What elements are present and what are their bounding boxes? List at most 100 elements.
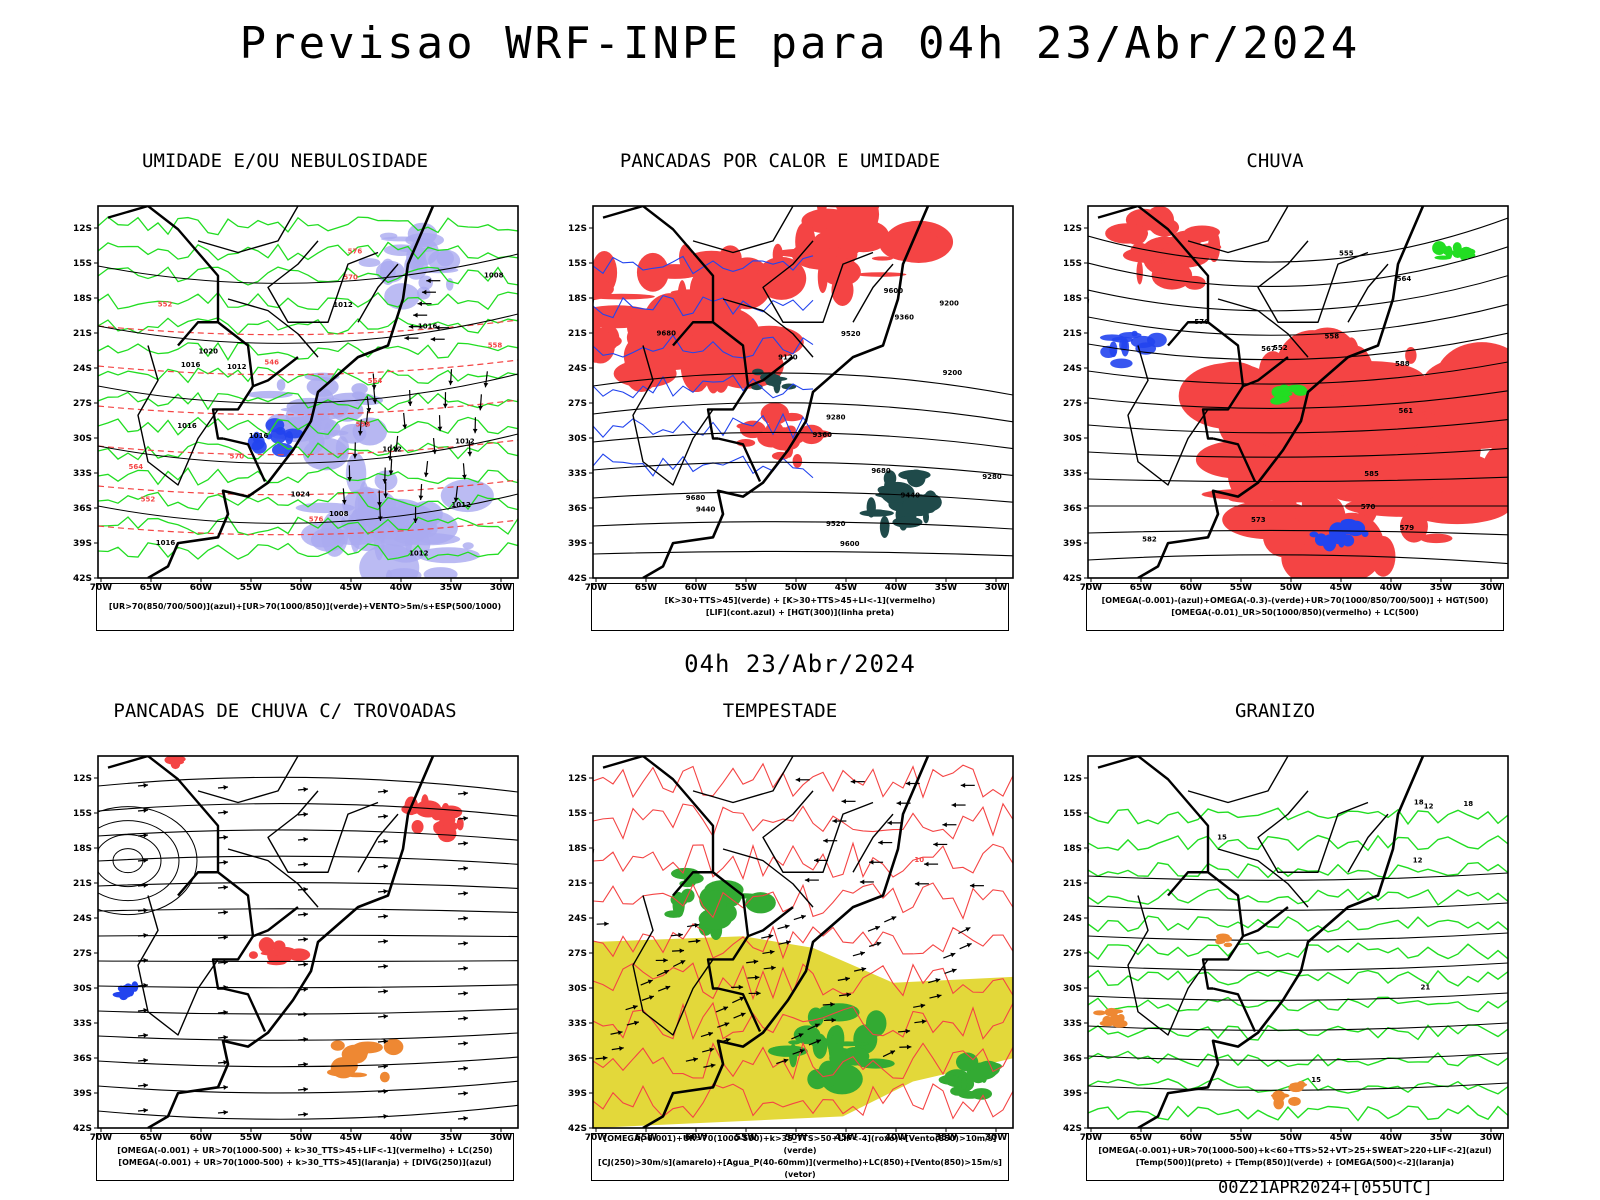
arrow-head bbox=[832, 818, 837, 824]
lat-tick-label: 18S bbox=[1063, 844, 1082, 854]
contour-line bbox=[593, 431, 1013, 450]
contour-line bbox=[593, 372, 1013, 396]
contour-line bbox=[593, 882, 1013, 920]
border-line bbox=[642, 756, 930, 1128]
arrow-head bbox=[969, 883, 975, 889]
lon-tick-label: 45W bbox=[835, 1133, 858, 1143]
map-content: 9680 9680 9680 9600 9520 9440 9360 9280 9200 9120… bbox=[593, 206, 1013, 578]
lon-tick-label: 70W bbox=[1080, 1133, 1103, 1143]
border-line bbox=[1201, 935, 1245, 990]
contour-line bbox=[1088, 390, 1508, 409]
arrow-head bbox=[906, 1044, 912, 1050]
field-patch bbox=[1117, 1013, 1125, 1023]
contour-line bbox=[1088, 932, 1508, 941]
lon-tick-label: 65W bbox=[140, 583, 163, 593]
contour-label: 1012 bbox=[455, 437, 475, 445]
contour-line bbox=[1088, 834, 1508, 852]
field-patch bbox=[270, 428, 287, 444]
lat-tick-label: 30S bbox=[568, 434, 587, 444]
field-patch bbox=[1164, 235, 1203, 246]
arrow-head bbox=[905, 1028, 911, 1034]
border-line bbox=[1257, 240, 1369, 323]
field-patch bbox=[1307, 393, 1429, 459]
lon-tick-label: 65W bbox=[635, 583, 658, 593]
lat-tick-label: 21S bbox=[568, 879, 587, 889]
contour-line bbox=[593, 255, 814, 275]
arrow-head bbox=[768, 934, 774, 939]
valid-time-label: 04h 23/Abr/2024 bbox=[684, 650, 916, 678]
field-patch bbox=[752, 368, 764, 376]
arrow-head bbox=[143, 1033, 148, 1038]
field-patch bbox=[760, 402, 790, 425]
arrow-head bbox=[753, 959, 759, 965]
contour-line bbox=[1088, 303, 1508, 336]
contour-label: 9680 bbox=[657, 329, 677, 337]
panel-title: UMIDADE E/OU NEBULOSIDADE bbox=[142, 150, 428, 172]
field-patch bbox=[773, 379, 781, 394]
lat-tick-label: 39S bbox=[73, 1089, 92, 1099]
border-line bbox=[602, 756, 750, 937]
lon-tick-label: 60W bbox=[685, 1133, 708, 1143]
contour-line bbox=[1088, 1052, 1508, 1061]
arrow-head bbox=[859, 879, 865, 885]
arrow-head bbox=[383, 839, 388, 844]
arrow-head bbox=[352, 453, 358, 459]
contour-label: 558 bbox=[356, 421, 371, 429]
legend-line: [CJ(250)>30m/s](amarelo)+[Agua_P(40-60mm… bbox=[598, 1158, 1002, 1179]
lat-tick-label: 33S bbox=[73, 469, 92, 479]
contour-line bbox=[1088, 962, 1508, 971]
lon-tick-label: 50W bbox=[290, 583, 313, 593]
contour-line bbox=[1088, 992, 1508, 1001]
lon-tick-label: 35W bbox=[935, 1133, 958, 1143]
arrow-head bbox=[463, 1066, 468, 1071]
arrow-head bbox=[223, 960, 228, 965]
arrow-head bbox=[679, 948, 685, 954]
contour-line bbox=[98, 359, 518, 376]
arrow-head bbox=[740, 1012, 746, 1018]
contour-line bbox=[98, 855, 518, 865]
panel-title: GRANIZO bbox=[1234, 700, 1316, 722]
lat-tick-label: 27S bbox=[73, 399, 92, 409]
arrow-head bbox=[850, 779, 856, 785]
arrow-head bbox=[223, 885, 228, 890]
border-line bbox=[252, 356, 299, 388]
arrow-head bbox=[432, 449, 437, 455]
map-frame bbox=[1087, 205, 1509, 579]
contour-label: 579 bbox=[1400, 524, 1415, 532]
field-patch bbox=[1322, 534, 1337, 552]
contour-line bbox=[1088, 807, 1508, 826]
field-patch bbox=[855, 272, 907, 277]
arrow-head bbox=[407, 401, 413, 406]
field-patch bbox=[375, 260, 405, 283]
field-patch bbox=[1195, 440, 1281, 479]
field-patch bbox=[1400, 510, 1428, 543]
contour-line bbox=[98, 1032, 518, 1041]
lat-tick-label: 21S bbox=[568, 329, 587, 339]
lat-tick-label: 12S bbox=[568, 224, 587, 234]
arrow-head bbox=[648, 995, 654, 1000]
border-line bbox=[1242, 356, 1289, 388]
border-line bbox=[1097, 206, 1245, 387]
arrow-head bbox=[891, 916, 897, 921]
contour-label: 9280 bbox=[982, 473, 1002, 481]
lon-tick-label: 70W bbox=[1080, 583, 1103, 593]
lat-tick-label: 36S bbox=[568, 504, 587, 514]
contour-label: 1016 bbox=[249, 432, 269, 440]
contour-line bbox=[98, 1104, 518, 1120]
lat-tick-label: 33S bbox=[1063, 1019, 1082, 1029]
contour-line bbox=[98, 829, 518, 841]
border-line bbox=[147, 756, 435, 1128]
field-patch bbox=[380, 236, 423, 242]
field-patch bbox=[283, 428, 304, 439]
border-line bbox=[1127, 895, 1209, 1036]
arrow-head bbox=[223, 835, 228, 840]
field-patch bbox=[1420, 533, 1453, 544]
arrow-head bbox=[404, 335, 409, 341]
arrow-head bbox=[394, 447, 399, 452]
forecast-panel: PANCADAS POR CALOR E UMIDADE 9680 9680 9680… bbox=[545, 150, 1015, 640]
lon-tick-label: 60W bbox=[190, 583, 213, 593]
map-content bbox=[98, 756, 518, 1128]
arrow-head bbox=[846, 992, 852, 998]
contour-label: 9600 bbox=[840, 540, 860, 548]
lon-tick-label: 45W bbox=[835, 583, 858, 593]
